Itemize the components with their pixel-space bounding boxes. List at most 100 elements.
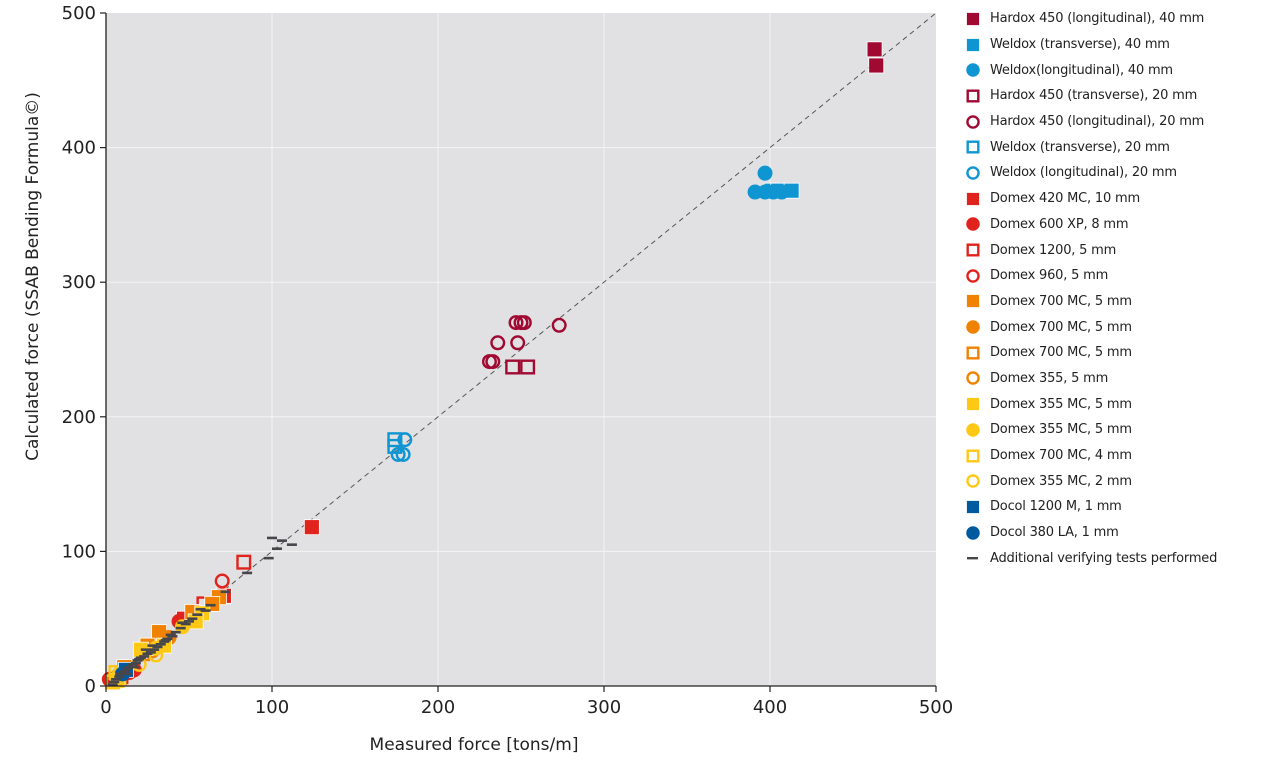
legend-label: Weldox (transverse), 20 mm [990, 139, 1170, 155]
legend-marker [966, 449, 980, 463]
data-point [134, 657, 145, 661]
data-point [276, 539, 287, 542]
data-point [397, 432, 413, 448]
series-0 [866, 41, 885, 74]
legend-circle-icon [966, 423, 980, 437]
legend-marker [966, 89, 980, 103]
data-point [286, 543, 297, 546]
legend-circle-icon [966, 371, 980, 386]
legend-square-icon [966, 449, 980, 463]
legend-marker [966, 63, 980, 77]
legend-square-icon [966, 140, 980, 154]
legend-marker [966, 243, 980, 257]
legend-label: Docol 380 LA, 1 mm [990, 525, 1119, 541]
data-point [220, 590, 231, 594]
legend-circle-icon [966, 474, 980, 488]
data-point [119, 669, 130, 673]
data-point [140, 648, 151, 651]
legend-label: Additional verifying tests performed [990, 550, 1218, 566]
data-point [390, 446, 406, 462]
legend-item: Domex 355, 5 mm [966, 366, 1276, 392]
x-tick-label: 300 [587, 697, 621, 718]
data-point [152, 645, 163, 649]
legend-item: Domex 700 MC, 5 mm [966, 314, 1276, 340]
data-point [142, 652, 153, 655]
legend-item: Domex 700 MC, 5 mm [966, 340, 1276, 366]
legend-square-icon [966, 191, 980, 206]
data-point [195, 607, 206, 611]
data-point [167, 634, 178, 638]
data-point [109, 680, 120, 684]
legend-marker [966, 294, 980, 309]
data-point [107, 683, 118, 686]
data-point [175, 626, 186, 630]
legend-marker [966, 37, 980, 52]
data-point [177, 621, 188, 625]
y-axis-title: Calculated force (SSAB Bending Formula©) [23, 92, 43, 461]
legend-item: Hardox 450 (longitudinal), 20 mm [966, 109, 1276, 135]
series-2 [747, 165, 790, 200]
y-tick-label: 0 [85, 676, 96, 697]
data-point [192, 613, 203, 616]
legend-item: Docol 380 LA, 1 mm [966, 520, 1276, 546]
legend-item: Additional verifying tests performed [966, 545, 1276, 571]
data-point [866, 41, 883, 58]
y-tick-label: 300 [62, 272, 96, 293]
series-4 [481, 315, 567, 370]
legend-circle-icon [966, 268, 980, 283]
legend-item: Domex 355 MC, 5 mm [966, 391, 1276, 417]
legend-label: Domex 700 MC, 5 mm [990, 293, 1132, 309]
legend-label: Weldox(longitudinal), 40 mm [990, 62, 1173, 78]
legend-marker [966, 268, 980, 283]
legend-label: Weldox (longitudinal), 20 mm [990, 165, 1177, 181]
legend-marker [966, 217, 980, 232]
data-point [395, 446, 411, 462]
legend-circle-icon [966, 114, 980, 129]
legend-marker [966, 320, 980, 334]
legend-marker [966, 500, 980, 514]
data-point [114, 675, 125, 678]
legend-dash-icon [967, 557, 978, 560]
data-point [520, 359, 536, 375]
data-point [200, 609, 211, 612]
legend-square-icon [966, 346, 980, 360]
data-point [139, 655, 150, 658]
data-point [127, 663, 138, 666]
x-axis-title: Measured force [tons/m] [370, 735, 579, 755]
legend-dash-mark [967, 557, 978, 560]
legend-marker [966, 423, 980, 437]
legend-square-icon [966, 397, 980, 412]
data-point [162, 637, 173, 641]
x-axis-ticks: 0 100 200 300 400 500 [100, 686, 953, 718]
legend-item: Domex 700 MC, 5 mm [966, 289, 1276, 315]
legend-label: Domex 700 MC, 5 mm [990, 319, 1132, 335]
data-point [516, 315, 532, 331]
legend-label: Domex 355 MC, 5 mm [990, 422, 1132, 438]
data-point [135, 656, 146, 660]
legend-square-icon [966, 500, 980, 514]
legend-marker [966, 371, 980, 386]
data-point [170, 630, 181, 634]
axes [105, 13, 936, 687]
data-point [485, 354, 501, 370]
legend-item: Domex 600 XP, 8 mm [966, 212, 1276, 238]
y-tick-label: 500 [62, 3, 96, 24]
legend-square-icon [966, 89, 980, 103]
x-tick-label: 200 [421, 697, 455, 718]
data-point [510, 335, 526, 351]
legend-item: Domex 1200, 5 mm [966, 237, 1276, 263]
series-6 [390, 432, 413, 462]
data-point [180, 622, 191, 626]
data-point [387, 438, 403, 454]
legend-label: Weldox (transverse), 40 mm [990, 37, 1170, 53]
legend-label: Domex 700 MC, 5 mm [990, 345, 1132, 361]
data-point [130, 661, 141, 665]
legend-item: Hardox 450 (transverse), 20 mm [966, 83, 1276, 109]
legend-square-icon [966, 243, 980, 257]
data-point [147, 644, 158, 647]
data-point [267, 536, 277, 540]
data-point [214, 573, 230, 589]
data-point [129, 665, 140, 669]
legend-label: Docol 1200 M, 1 mm [990, 499, 1122, 515]
legend-circle-icon [966, 525, 980, 540]
